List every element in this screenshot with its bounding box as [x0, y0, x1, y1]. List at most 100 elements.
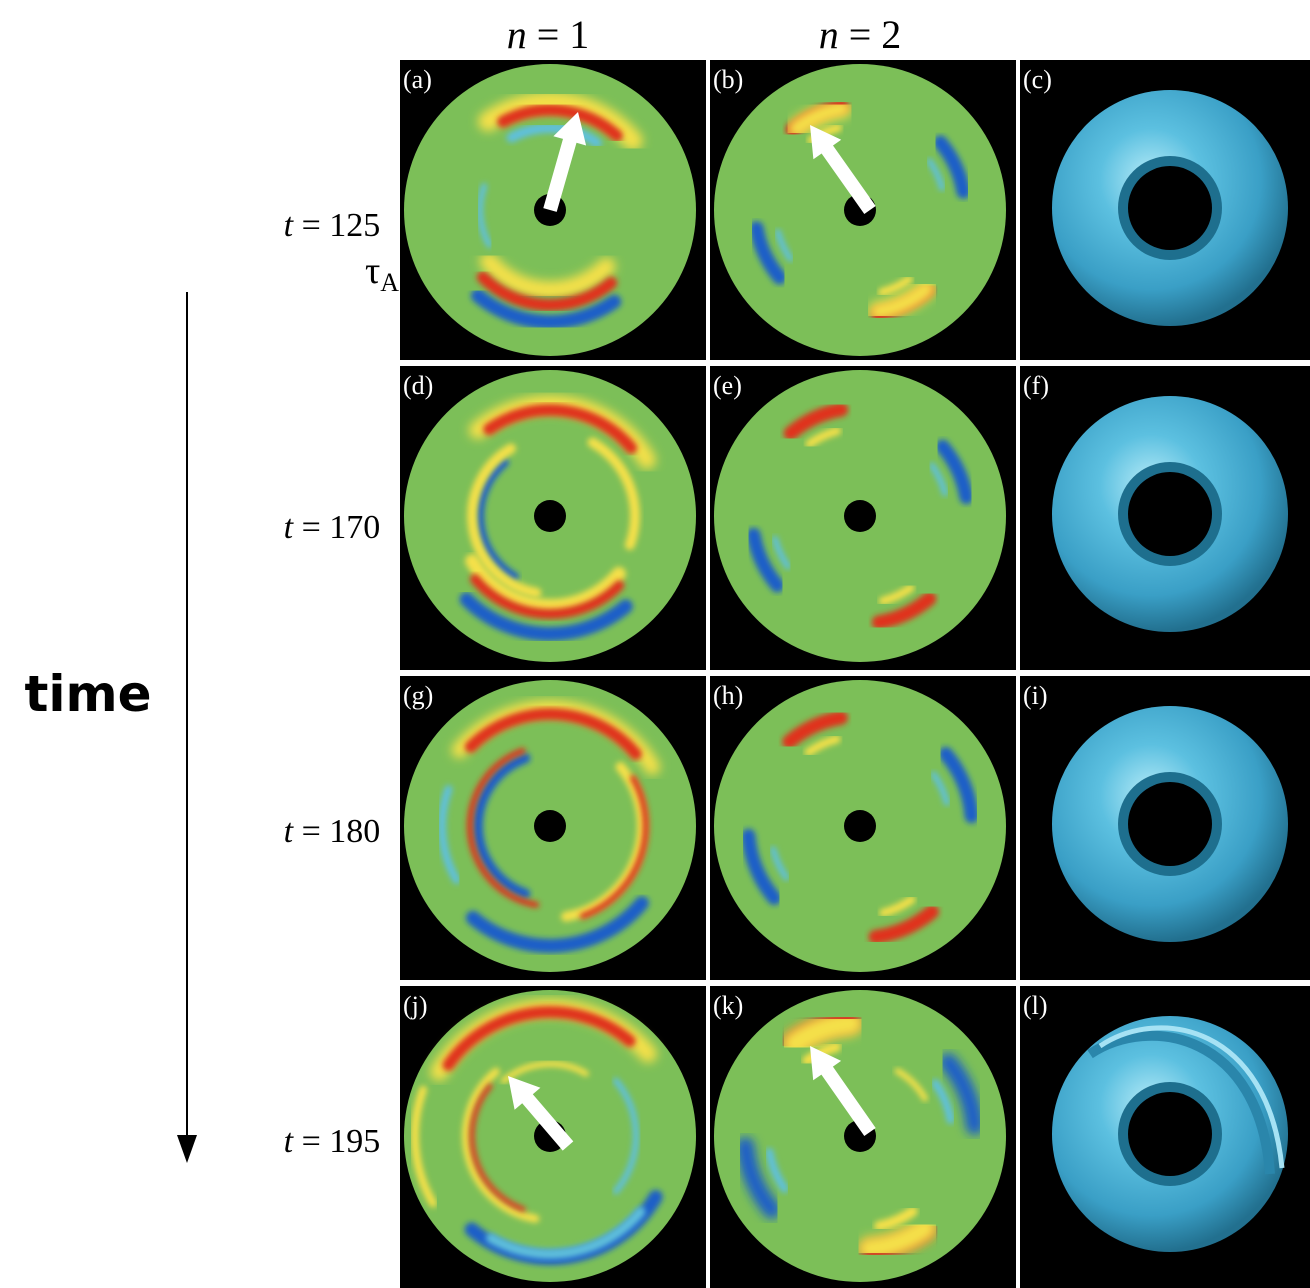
mode-structure-band: [933, 135, 971, 199]
mode-structure-band: [471, 288, 622, 329]
mode-structure-band: [878, 584, 915, 605]
mode-structure-band: [804, 735, 841, 757]
column-header-n1: n = 1: [507, 12, 590, 57]
mode-structure-band: [772, 535, 791, 570]
mode-structure-band: [476, 458, 519, 581]
mode-structure-band: [506, 123, 602, 148]
mode-structure-band: [469, 1083, 526, 1212]
panel-b: (b): [710, 60, 1016, 360]
panel-grid: (a) (b) (c) (d) (e) (f) (g) (h) (i) (j) (k) (l): [400, 60, 1310, 1288]
center-hole: [534, 500, 566, 532]
panel-label: (b): [713, 65, 743, 94]
panel-e: (e): [710, 366, 1016, 670]
mode-structure-band: [746, 527, 785, 593]
mode-structure-band: [438, 785, 461, 884]
panel-l: (l): [1020, 986, 1310, 1288]
torus-hole: [1128, 1092, 1212, 1176]
panel-label: (e): [713, 371, 742, 400]
center-hole: [844, 500, 876, 532]
mode-structure-band: [466, 747, 540, 908]
mode-structure-band: [477, 183, 493, 248]
row-time-label-3: t = 180: [284, 813, 381, 850]
mode-structure-band: [464, 708, 642, 760]
mode-structure-band: [462, 1067, 540, 1223]
panel-f: (f): [1020, 366, 1310, 670]
torus-hole: [1128, 472, 1212, 556]
mode-structure-band: [867, 278, 937, 322]
mode-structure-band: [929, 462, 948, 497]
mode-structure-band: [770, 846, 790, 881]
mode-structure-band: [938, 747, 979, 824]
mode-structure-band: [486, 1206, 646, 1259]
panel-h: (h): [710, 676, 1016, 980]
mode-structure-band: [939, 1053, 984, 1135]
row-time-label-1: t = 125 τA: [284, 207, 400, 297]
panel-a: (a): [400, 60, 706, 360]
mode-structure-band: [467, 443, 542, 598]
mode-structure-band: [926, 158, 946, 191]
mode-structure-band: [931, 1079, 955, 1124]
mode-structure-band: [894, 1068, 928, 1102]
mode-structure-band: [857, 1216, 937, 1261]
mode-structure-band: [741, 828, 782, 905]
time-label: time: [24, 665, 151, 723]
time-axis-arrowhead: [177, 1135, 197, 1163]
mode-structure-band: [561, 761, 647, 922]
panel-c: (c): [1020, 60, 1310, 360]
torus-kink-ridge: [1087, 1030, 1275, 1175]
direction-arrow: [543, 112, 587, 212]
panel-label: (c): [1023, 65, 1052, 94]
mode-structure-band: [736, 1137, 781, 1219]
mode-structure-band: [497, 104, 623, 142]
direction-arrow: [810, 1046, 876, 1136]
mode-structure-band: [786, 98, 853, 139]
mode-structure-band: [500, 1061, 589, 1084]
mode-structure-band: [465, 896, 649, 953]
mode-structure-band: [878, 275, 913, 297]
mode-structure-band: [483, 404, 638, 454]
row-time-label-4: t = 195: [284, 1123, 381, 1160]
mode-structure-band: [868, 904, 939, 944]
torus-hole: [1128, 782, 1212, 866]
mode-structure-band: [783, 402, 849, 441]
center-hole: [534, 810, 566, 842]
mode-structure-band: [479, 252, 616, 299]
panel-label: (f): [1023, 371, 1049, 400]
mode-structure-band: [469, 574, 625, 619]
center-hole: [844, 810, 876, 842]
mode-structure-band: [930, 771, 950, 806]
torus-hole: [1128, 166, 1212, 250]
column-header-n2: n = 2: [819, 12, 902, 57]
mode-structure-band: [579, 775, 649, 920]
row-time-label-2: t = 170: [284, 509, 381, 546]
mode-structure-band: [935, 439, 974, 505]
mode-structure-band: [782, 710, 848, 749]
mode-structure-band: [749, 221, 787, 285]
torus-kink-highlight: [1098, 1025, 1285, 1169]
mode-structure-band: [871, 591, 937, 630]
mode-structure-band: [459, 592, 633, 641]
panel-i: (i): [1020, 676, 1310, 980]
mode-structure-band: [587, 437, 641, 551]
mode-structure-band: [465, 554, 626, 613]
mode-structure-band: [442, 1006, 636, 1071]
mode-structure-band: [782, 1010, 864, 1057]
mode-structure-band: [478, 92, 643, 151]
panel-label: (i): [1023, 681, 1048, 710]
direction-arrow: [508, 1076, 574, 1151]
panel-k: (k): [710, 986, 1016, 1288]
svg-text:t = 125: t = 125: [284, 207, 381, 244]
panel-label: (l): [1023, 991, 1048, 1020]
mode-structure-band: [874, 1206, 918, 1231]
panel-label: (g): [403, 681, 433, 710]
mode-structure-band: [410, 1085, 438, 1208]
panel-d: (d): [400, 366, 706, 670]
panel-label: (k): [713, 991, 743, 1020]
mode-structure-band: [472, 753, 531, 899]
time-unit-tau: τA: [365, 250, 399, 297]
mode-structure-band: [879, 895, 916, 917]
panel-j: (j): [400, 986, 706, 1288]
direction-arrow: [810, 125, 876, 214]
mode-structure-band: [765, 1148, 789, 1193]
